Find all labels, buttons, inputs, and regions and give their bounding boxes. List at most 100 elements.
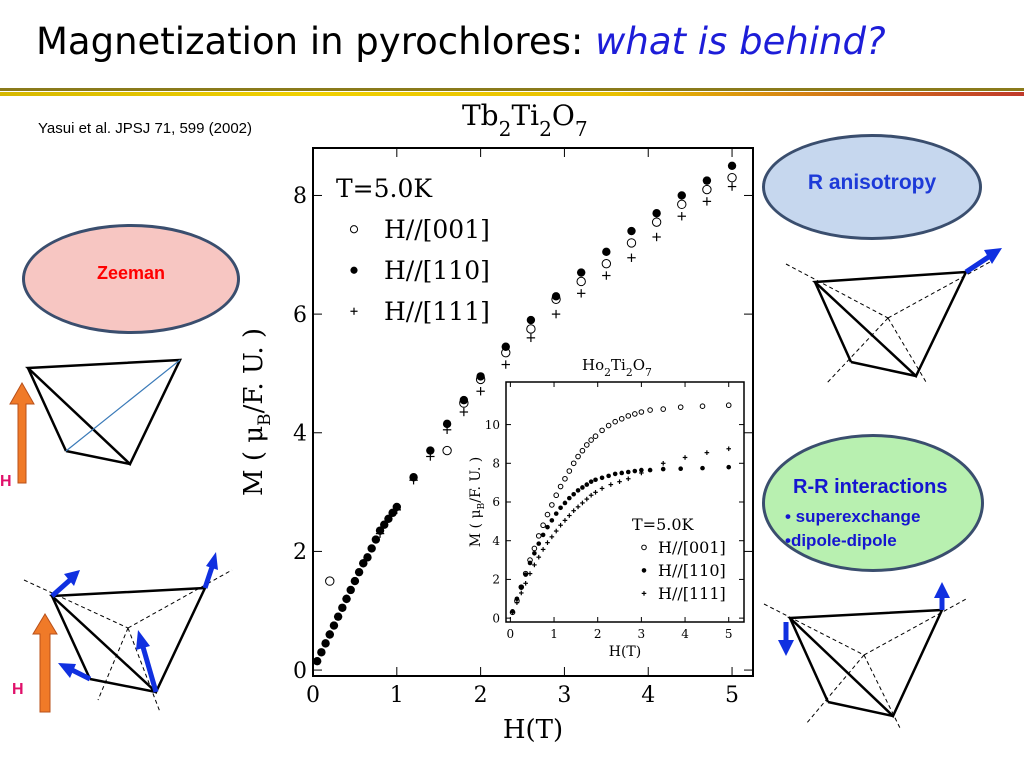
ho-chart-point-1 bbox=[660, 466, 666, 472]
ho-chart-point-2 bbox=[558, 522, 563, 528]
tetrahedron-anisotropy-diagram bbox=[785, 248, 1002, 385]
tb-chart-point-1 bbox=[329, 621, 339, 630]
ho-chart-point-1 bbox=[523, 572, 528, 577]
tb-chart-point-2 bbox=[325, 630, 334, 639]
rr-interactions-bubble: R-R interactions • superexchange •dipole… bbox=[762, 434, 984, 572]
tb-chart-point-2 bbox=[459, 407, 469, 417]
ho-chart-legend-marker-0 bbox=[641, 544, 647, 551]
tb-chart-point-1 bbox=[551, 292, 561, 301]
tb-chart-point-1 bbox=[321, 639, 330, 648]
reference-citation: Yasui et al. JPSJ 71, 599 (2002) bbox=[38, 120, 253, 137]
ho-chart-point-0 bbox=[618, 415, 625, 422]
ho-chart-point-1 bbox=[553, 511, 559, 516]
ho-chart-point-0 bbox=[535, 533, 542, 539]
tb-chart-point-2 bbox=[526, 333, 536, 343]
ho-chart-point-0 bbox=[660, 406, 667, 412]
tb-chart-point-2 bbox=[392, 505, 402, 515]
ho-chart-point-1 bbox=[549, 518, 555, 523]
ho-chart: 0 1 2 3 4 5 0 2 4 6 8 10 H(T) M ( μB/F. U. ) Ho2Ti2O7 T… bbox=[468, 356, 745, 660]
ho-chart-point-1 bbox=[571, 491, 576, 497]
tb-chart-point-2 bbox=[426, 452, 435, 461]
ho-chart-xtick-label: 0 bbox=[507, 627, 515, 641]
ho-chart-point-1 bbox=[575, 488, 581, 493]
ho-chart-point-2 bbox=[599, 486, 605, 491]
ho-chart-point-1 bbox=[536, 541, 542, 546]
ho-chart-point-0 bbox=[575, 453, 581, 460]
ho-chart-point-2 bbox=[639, 470, 644, 476]
ho-chart-point-0 bbox=[699, 403, 706, 409]
tb-chart-point-1 bbox=[380, 520, 389, 529]
tetrahedron-interactions-diagram bbox=[763, 582, 969, 729]
tb-chart-xtick-label: 4 bbox=[641, 683, 655, 708]
ho-chart-point-2 bbox=[536, 554, 542, 560]
ho-chart-point-0 bbox=[583, 442, 590, 448]
ho-chart-point-1 bbox=[599, 475, 605, 481]
ho-chart-point-2 bbox=[545, 540, 550, 545]
tb-chart-point-1 bbox=[501, 342, 510, 351]
tb-chart-point-2 bbox=[727, 182, 737, 191]
ho-chart-point-2 bbox=[726, 446, 732, 452]
ho-chart-legend-marker-2 bbox=[641, 591, 647, 596]
title-divider bbox=[0, 88, 1024, 97]
field-arrow-upper bbox=[9, 381, 35, 484]
tb-chart-title: Tb2Ti2O7 bbox=[462, 99, 588, 141]
ho-chart-point-1 bbox=[678, 466, 683, 472]
ho-chart-point-1 bbox=[612, 471, 618, 477]
ho-chart-point-2 bbox=[682, 455, 688, 460]
tb-chart-point-2 bbox=[359, 559, 368, 568]
ho-chart-point-2 bbox=[523, 580, 528, 586]
tb-chart-legend-entry-1: H//[110] bbox=[384, 256, 490, 285]
ho-chart-xtick-label: 4 bbox=[681, 627, 689, 641]
ho-chart-point-1 bbox=[558, 505, 563, 511]
ho-chart-frame bbox=[505, 381, 745, 623]
tb-chart-legend-marker-2 bbox=[350, 307, 358, 315]
tb-chart-point-0 bbox=[576, 276, 586, 287]
tb-chart-ytick-label: 0 bbox=[293, 659, 307, 684]
ho-chart-x-axis-label: H(T) bbox=[609, 644, 641, 660]
tb-chart-ytick-label: 6 bbox=[293, 303, 307, 328]
ho-chart-point-0 bbox=[605, 422, 612, 429]
ho-chart-point-1 bbox=[514, 596, 520, 602]
ho-chart-title: Ho2Ti2O7 bbox=[582, 356, 652, 379]
ho-chart-point-1 bbox=[647, 467, 653, 473]
tb-chart-point-2 bbox=[501, 360, 510, 369]
tb-chart-y-axis-label: M ( μB/F. U. ) bbox=[239, 328, 274, 496]
ho-chart-legend-entry-0: H//[001] bbox=[658, 538, 726, 557]
tb-chart-legend-entry-0: H//[001] bbox=[384, 215, 490, 244]
ho-chart-point-1 bbox=[726, 464, 732, 470]
ho-chart-point-0 bbox=[562, 475, 568, 482]
ho-chart-point-0 bbox=[579, 447, 586, 454]
zeeman-bubble: Zeeman bbox=[22, 224, 240, 334]
ho-chart-point-2 bbox=[514, 600, 520, 605]
tb-chart-point-2 bbox=[677, 212, 686, 221]
field-arrow-lower bbox=[32, 613, 58, 713]
ho-chart-point-1 bbox=[567, 495, 572, 501]
ho-chart-legend-header: T=5.0K bbox=[632, 515, 695, 534]
ho-chart-point-2 bbox=[617, 479, 622, 484]
tb-chart-point-1 bbox=[367, 544, 376, 553]
tb-chart-point-2 bbox=[442, 425, 452, 434]
ho-chart-point-0 bbox=[544, 511, 551, 518]
ho-chart-point-2 bbox=[593, 490, 598, 495]
tb-chart-ytick-label: 8 bbox=[293, 184, 307, 209]
tb-chart-point-1 bbox=[333, 612, 343, 621]
tb-chart-xtick-label: 0 bbox=[306, 683, 320, 708]
ho-chart-point-2 bbox=[571, 508, 576, 514]
tb-chart-point-1 bbox=[371, 535, 381, 544]
tb-chart-point-1 bbox=[388, 508, 397, 518]
tb-chart-point-0 bbox=[626, 238, 637, 248]
h-label-lower: H bbox=[12, 681, 24, 698]
tb-chart-point-1 bbox=[576, 268, 586, 277]
ho-chart-point-0 bbox=[625, 413, 632, 419]
ho-chart-legend-entry-1: H//[110] bbox=[658, 561, 726, 580]
ho-chart-point-1 bbox=[545, 524, 550, 530]
ho-chart-point-1 bbox=[588, 479, 594, 484]
ho-chart-point-0 bbox=[570, 460, 577, 467]
ho-chart-point-2 bbox=[588, 492, 594, 498]
tb-chart-point-1 bbox=[350, 576, 360, 586]
ho-chart-point-2 bbox=[704, 450, 710, 455]
tb-chart-point-0 bbox=[702, 184, 712, 195]
ho-chart-point-0 bbox=[540, 522, 546, 529]
tb-chart-point-1 bbox=[627, 226, 636, 236]
tb-chart-point-2 bbox=[576, 289, 586, 298]
